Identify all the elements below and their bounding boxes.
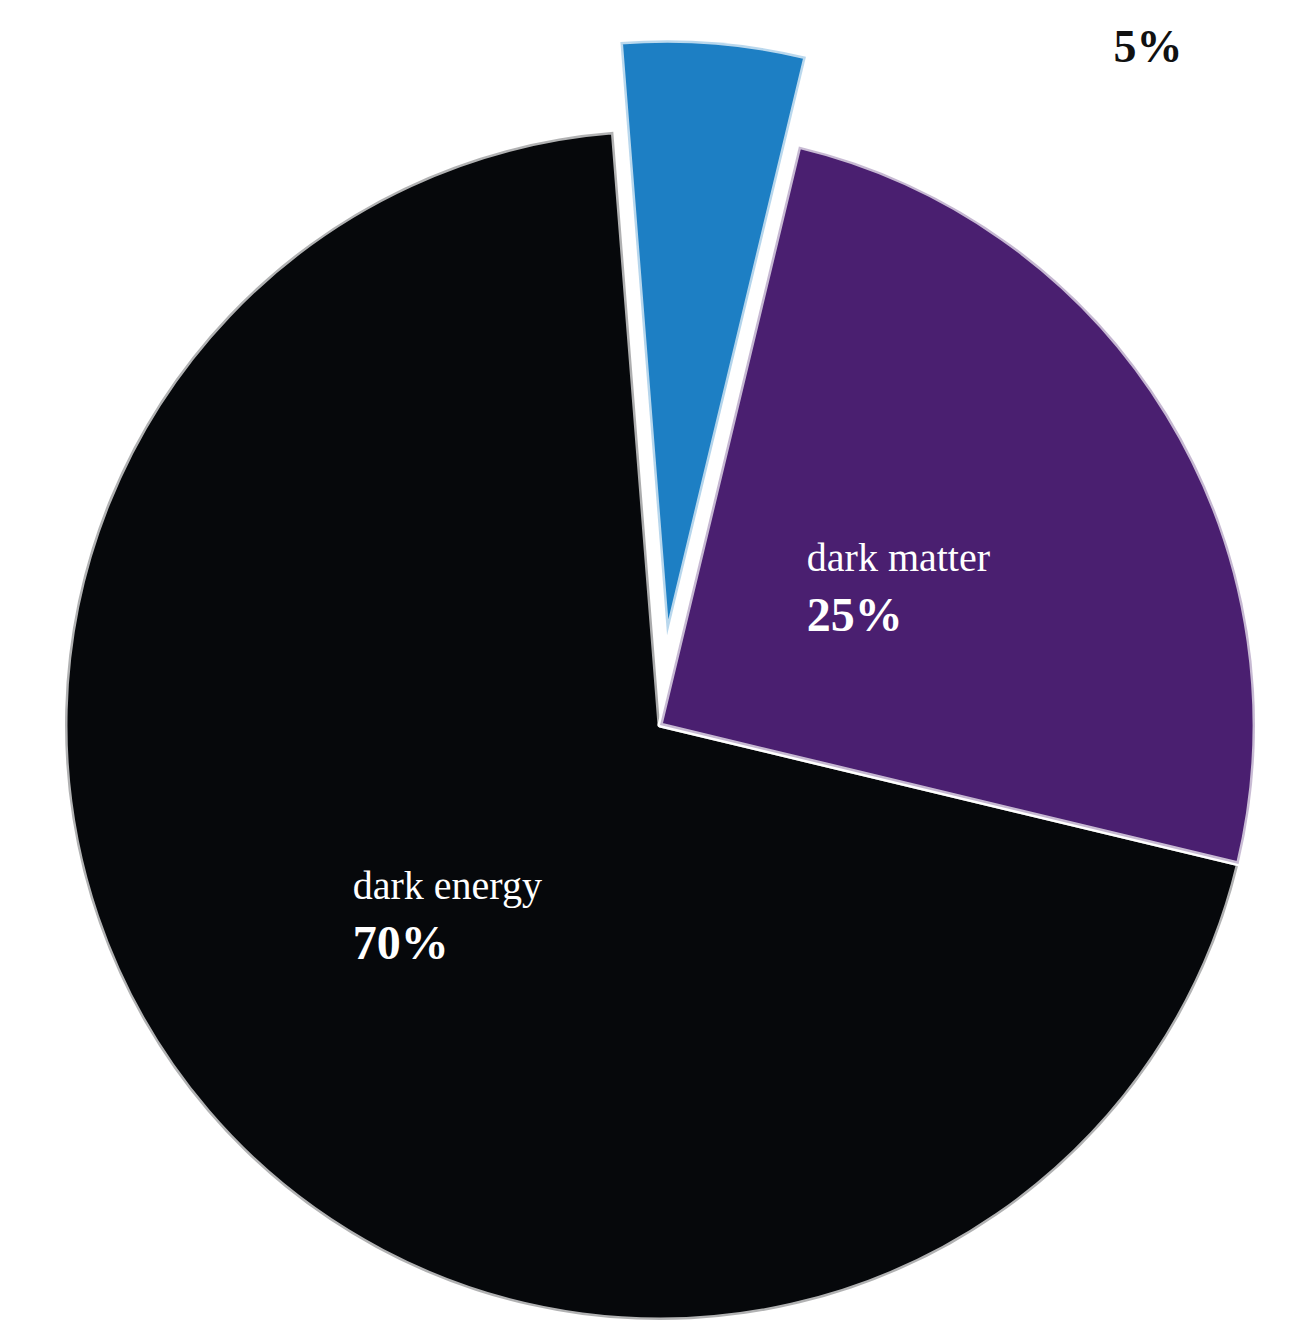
category-label: dark matter bbox=[807, 535, 990, 580]
value-label: 5% bbox=[1113, 21, 1182, 72]
chart: dark energy 70% 5% dark matter 25% bbox=[0, 0, 1307, 1332]
pie-slice bbox=[660, 146, 1255, 863]
labels: dark energy 70% 5% dark matter 25% bbox=[353, 21, 1183, 969]
value-label: 25% bbox=[807, 588, 903, 641]
value-label: 70% bbox=[353, 916, 449, 969]
slice-shade bbox=[660, 146, 1255, 863]
category-label: dark energy bbox=[353, 863, 542, 908]
slices bbox=[65, 40, 1255, 1320]
